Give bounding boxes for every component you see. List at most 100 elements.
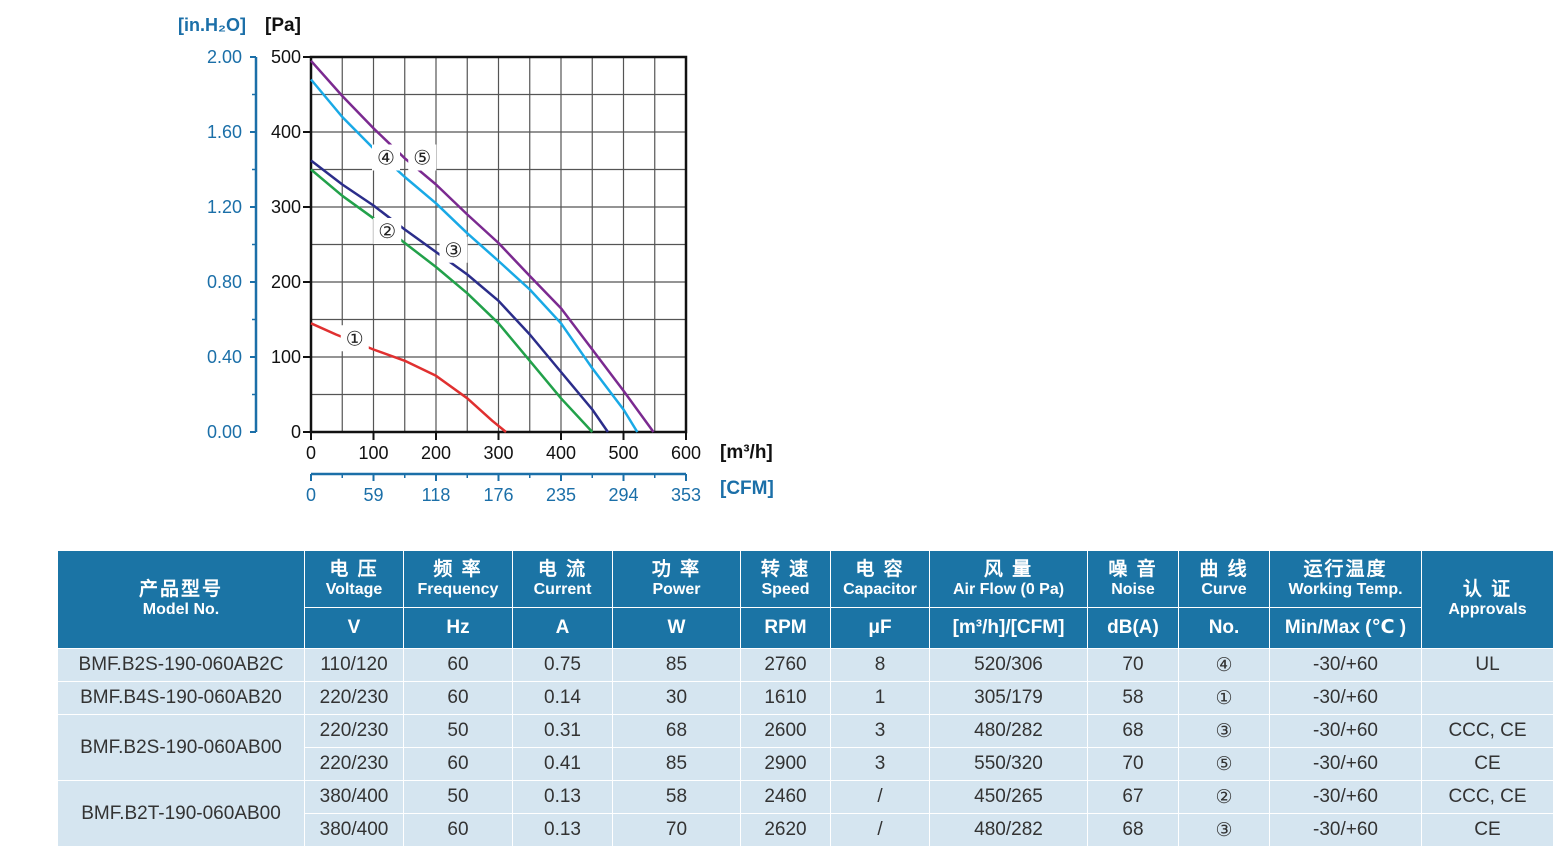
curve-label-bg bbox=[439, 236, 468, 263]
header-cn: 电 流 bbox=[537, 558, 588, 580]
series-line bbox=[310, 78, 639, 433]
model-cell: BMF.B2S-190-060AB2C bbox=[57, 648, 305, 682]
y-tick-label: 0 bbox=[291, 422, 301, 442]
x2-unit-label: [CFM] bbox=[720, 478, 774, 499]
y-unit-label: [Pa] bbox=[265, 15, 301, 36]
cell-voltage: 220/230 bbox=[304, 681, 404, 715]
x-tick-label: 300 bbox=[483, 443, 513, 463]
cell-power: 85 bbox=[612, 648, 741, 682]
table-row: 380/400 60 0.13 70 2620/480/282 68 ③ -30/+60 CE bbox=[58, 813, 1554, 847]
cell-curve: ④ bbox=[1178, 648, 1270, 682]
cell-curve: ① bbox=[1178, 681, 1270, 715]
cell-noise: 67 bbox=[1087, 780, 1179, 814]
cell-current: 0.14 bbox=[512, 681, 613, 715]
y-tick-label: 200 bbox=[271, 272, 301, 292]
chart-axes: 0 100 200 300 400 500 0.00 0.40 0.80 1.20 1.60 2.00… bbox=[178, 15, 774, 505]
header-en: Noise bbox=[1111, 580, 1155, 598]
y2-unit-label: [in.H₂O] bbox=[178, 15, 246, 35]
cell-approval: CE bbox=[1421, 813, 1554, 847]
curve-label: ② bbox=[378, 221, 396, 243]
x-tick-label: 600 bbox=[671, 443, 701, 463]
cell-current: 0.31 bbox=[512, 714, 613, 748]
y-tick-label: 500 bbox=[271, 47, 301, 67]
cell-flow: 480/282 bbox=[929, 714, 1088, 748]
header-cn: 风 量 bbox=[983, 558, 1034, 580]
cell-flow: 450/265 bbox=[929, 780, 1088, 814]
spec-table: 产品型号 Model No. 电 压 Voltage 频 率 Frequency 电 流 Cu… bbox=[57, 550, 1554, 847]
model-cell: BMF.B4S-190-060AB20 bbox=[57, 681, 305, 715]
header-en: Power bbox=[652, 580, 701, 598]
cell-speed: 2600 bbox=[740, 714, 831, 748]
cell-cap: 3 bbox=[830, 747, 930, 781]
column-unit: RPM bbox=[740, 607, 831, 649]
header-cn: 曲 线 bbox=[1199, 558, 1249, 580]
cell-temp: -30/+60 bbox=[1269, 714, 1422, 748]
cell-current: 0.41 bbox=[512, 747, 613, 781]
cell-power: 58 bbox=[612, 780, 741, 814]
column-header: 转 速 Speed bbox=[740, 550, 831, 608]
column-header: 功 率 Power bbox=[612, 550, 741, 608]
cell-approval: CCC, CE bbox=[1421, 714, 1554, 748]
column-unit: dB(A) bbox=[1087, 607, 1179, 649]
cell-approval bbox=[1421, 681, 1554, 715]
cell-speed: 2760 bbox=[740, 648, 831, 682]
chart-labels: ① ② ③ ④ ⑤ bbox=[340, 144, 468, 352]
column-header: 电 压 Voltage bbox=[304, 550, 404, 608]
curve-label: ⑤ bbox=[413, 148, 431, 170]
cell-cap: / bbox=[830, 813, 930, 847]
column-header: 噪 音 Noise bbox=[1087, 550, 1179, 608]
cell-flow: 480/282 bbox=[929, 813, 1088, 847]
x-tick-label: 100 bbox=[358, 443, 388, 463]
cell-noise: 70 bbox=[1087, 648, 1179, 682]
cell-speed: 2460 bbox=[740, 780, 831, 814]
cell-temp: -30/+60 bbox=[1269, 648, 1422, 682]
column-header: 风 量 Air Flow (0 Pa) bbox=[929, 550, 1088, 608]
cell-temp: -30/+60 bbox=[1269, 780, 1422, 814]
cell-curve: ③ bbox=[1178, 813, 1270, 847]
header-row: 产品型号 Model No. 电 压 Voltage 频 率 Frequency 电 流 Cu… bbox=[57, 550, 1554, 649]
cell-power: 30 bbox=[612, 681, 741, 715]
header-cn: 运行温度 bbox=[1303, 558, 1388, 580]
cell-speed: 2620 bbox=[740, 813, 831, 847]
y2-tick-label: 0.00 bbox=[207, 422, 242, 442]
cell-approval: UL bbox=[1421, 648, 1554, 682]
x2-tick-label: 294 bbox=[608, 485, 638, 505]
y2-tick-label: 0.80 bbox=[207, 272, 242, 292]
cell-temp: -30/+60 bbox=[1269, 681, 1422, 715]
chart-series bbox=[310, 59, 655, 433]
x2-tick-label: 59 bbox=[363, 485, 383, 505]
x-tick-label: 500 bbox=[608, 443, 638, 463]
cell-noise: 70 bbox=[1087, 747, 1179, 781]
cell-approval: CCC, CE bbox=[1421, 780, 1554, 814]
cell-voltage: 380/400 bbox=[304, 780, 404, 814]
cell-voltage: 220/230 bbox=[304, 747, 404, 781]
cell-flow: 520/306 bbox=[929, 648, 1088, 682]
unit-row: V Hz A W RPM μF [m³/h]/[CFM] dB(A) No. Min/Max (℃… bbox=[58, 607, 1554, 649]
cell-curve: ③ bbox=[1178, 714, 1270, 748]
y2-tick-label: 2.00 bbox=[207, 47, 242, 67]
curve-label: ④ bbox=[377, 148, 395, 170]
cell-voltage: 110/120 bbox=[304, 648, 404, 682]
cell-current: 0.13 bbox=[512, 813, 613, 847]
x2-tick-label: 353 bbox=[671, 485, 701, 505]
header-en: Curve bbox=[1201, 580, 1247, 598]
header-en: Speed bbox=[761, 580, 810, 598]
column-unit: μF bbox=[830, 607, 930, 649]
table-row: BMF.B2S-190-060AB2C 110/120 60 0.75 85 2760 8 5… bbox=[57, 648, 1554, 682]
column-header: 电 容 Capacitor bbox=[830, 550, 930, 608]
column-header: 运行温度 Working Temp. bbox=[1269, 550, 1422, 608]
header-en: Working Temp. bbox=[1288, 580, 1403, 598]
curve-label-bg bbox=[408, 144, 437, 171]
cell-current: 0.13 bbox=[512, 780, 613, 814]
cell-noise: 68 bbox=[1087, 714, 1179, 748]
header-en: Voltage bbox=[325, 580, 383, 598]
cell-freq: 60 bbox=[403, 813, 513, 847]
curve-label-bg bbox=[340, 325, 369, 352]
x2-tick-label: 176 bbox=[483, 485, 513, 505]
cell-flow: 550/320 bbox=[929, 747, 1088, 781]
column-unit: Min/Max (℃ ) bbox=[1269, 607, 1422, 649]
header-en: Air Flow (0 Pa) bbox=[952, 580, 1065, 598]
y2-tick-label: 0.40 bbox=[207, 347, 242, 367]
cell-current: 0.75 bbox=[512, 648, 613, 682]
header-en: Frequency bbox=[417, 580, 499, 598]
